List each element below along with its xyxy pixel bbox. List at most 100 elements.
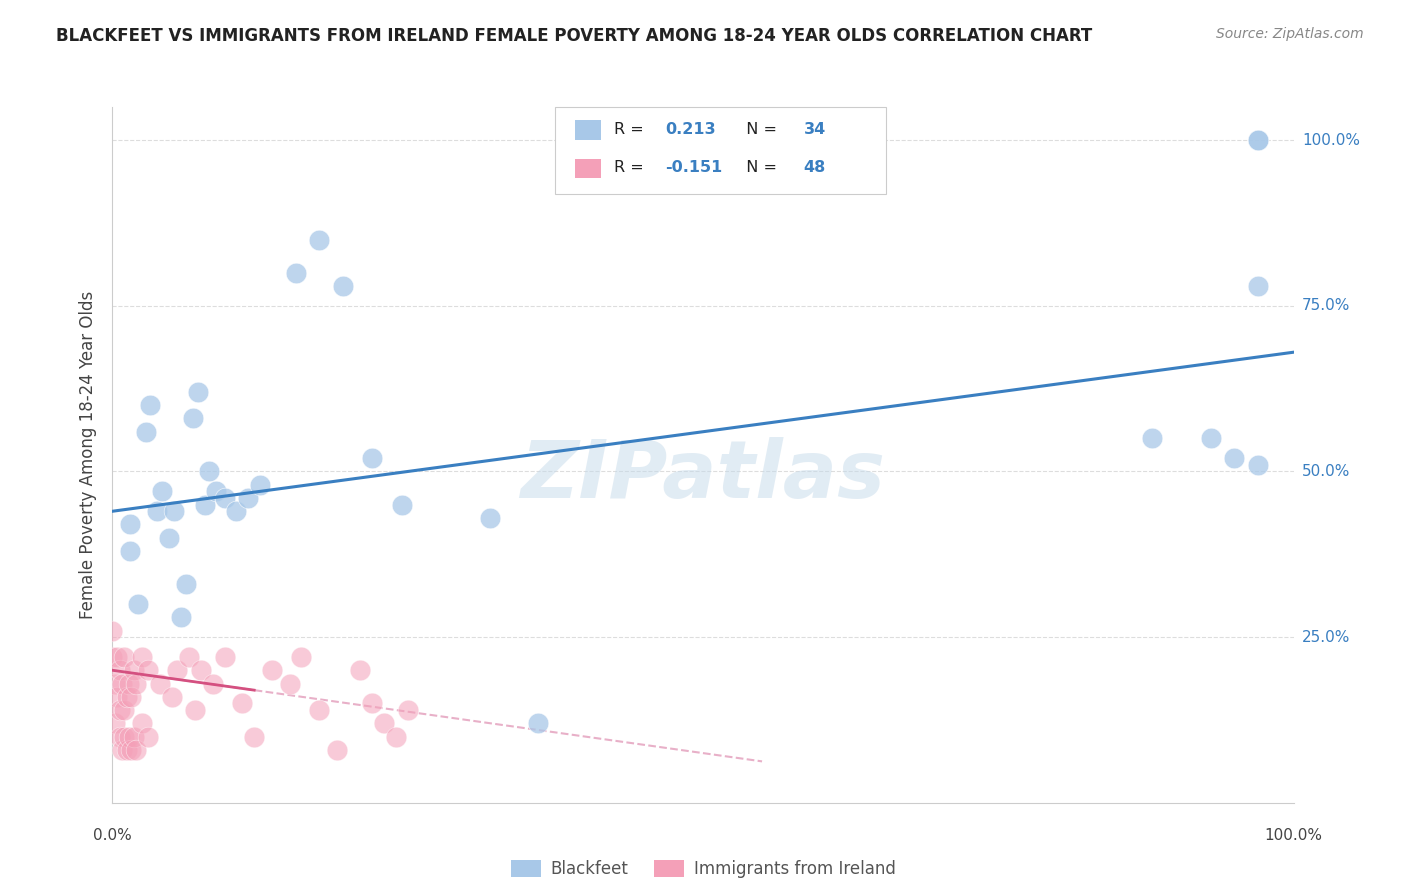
Point <box>1223 451 1246 466</box>
FancyBboxPatch shape <box>555 107 886 194</box>
Point <box>101 650 124 665</box>
Point <box>149 676 172 690</box>
Point <box>104 716 127 731</box>
Point <box>243 730 266 744</box>
Point <box>308 233 330 247</box>
Text: Source: ZipAtlas.com: Source: ZipAtlas.com <box>1216 27 1364 41</box>
Point <box>349 663 371 677</box>
Point <box>157 531 180 545</box>
Point <box>118 730 141 744</box>
Text: ZIPatlas: ZIPatlas <box>520 437 886 515</box>
Point <box>214 491 236 505</box>
Point <box>396 703 419 717</box>
Text: 25.0%: 25.0% <box>1302 630 1350 645</box>
Point <box>127 597 149 611</box>
FancyBboxPatch shape <box>575 159 602 178</box>
Point <box>122 730 145 744</box>
Point <box>174 577 197 591</box>
Point <box>205 484 228 499</box>
Point <box>108 730 131 744</box>
Text: 50.0%: 50.0% <box>1302 464 1350 479</box>
Y-axis label: Female Poverty Among 18-24 Year Olds: Female Poverty Among 18-24 Year Olds <box>79 291 97 619</box>
Point <box>326 743 349 757</box>
Point <box>101 624 124 638</box>
Point <box>201 676 224 690</box>
Point <box>526 716 548 731</box>
Point <box>120 517 142 532</box>
Text: N =: N = <box>737 160 782 175</box>
Text: R =: R = <box>614 160 650 175</box>
Point <box>111 743 134 757</box>
Point <box>231 697 253 711</box>
Point <box>125 676 148 690</box>
FancyBboxPatch shape <box>575 120 602 140</box>
Point <box>122 663 145 677</box>
Point <box>1247 133 1270 147</box>
Point <box>1247 133 1270 147</box>
Point <box>135 425 157 439</box>
Point <box>139 398 162 412</box>
Point <box>373 716 395 731</box>
Point <box>385 730 408 744</box>
Point <box>238 491 260 505</box>
Point <box>186 384 208 399</box>
Text: 100.0%: 100.0% <box>1302 133 1360 148</box>
Point <box>1247 458 1270 472</box>
Text: 75.0%: 75.0% <box>1302 298 1350 313</box>
Point <box>120 743 142 757</box>
Point <box>150 484 173 499</box>
Point <box>391 498 413 512</box>
Point <box>179 650 201 665</box>
Text: R =: R = <box>614 122 650 136</box>
Point <box>308 703 330 717</box>
Point <box>118 676 141 690</box>
Text: N =: N = <box>737 122 782 136</box>
Point <box>225 504 247 518</box>
Point <box>214 650 236 665</box>
Text: 0.213: 0.213 <box>665 122 716 136</box>
Point <box>108 663 131 677</box>
Text: -0.151: -0.151 <box>665 160 723 175</box>
Point <box>108 703 131 717</box>
Point <box>249 477 271 491</box>
Point <box>120 544 142 558</box>
Point <box>136 663 159 677</box>
Point <box>112 650 135 665</box>
Point <box>111 676 134 690</box>
Text: 0.0%: 0.0% <box>93 828 132 843</box>
Point <box>131 650 153 665</box>
Point <box>184 703 207 717</box>
Point <box>146 504 169 518</box>
Point <box>136 730 159 744</box>
Point <box>112 703 135 717</box>
Point <box>290 650 312 665</box>
Point <box>105 650 128 665</box>
Point <box>198 465 221 479</box>
Point <box>1199 431 1222 445</box>
Point <box>284 266 307 280</box>
Point <box>332 279 354 293</box>
Text: 34: 34 <box>803 122 825 136</box>
Point <box>163 504 186 518</box>
Point <box>170 610 193 624</box>
Point <box>190 663 212 677</box>
Legend: Blackfeet, Immigrants from Ireland: Blackfeet, Immigrants from Ireland <box>503 854 903 885</box>
Point <box>115 690 138 704</box>
Point <box>1247 279 1270 293</box>
Point <box>115 743 138 757</box>
Point <box>105 690 128 704</box>
Text: 100.0%: 100.0% <box>1264 828 1323 843</box>
Text: 48: 48 <box>803 160 825 175</box>
Point <box>260 663 283 677</box>
Point <box>278 676 301 690</box>
Point <box>104 676 127 690</box>
Point <box>166 663 188 677</box>
Text: BLACKFEET VS IMMIGRANTS FROM IRELAND FEMALE POVERTY AMONG 18-24 YEAR OLDS CORREL: BLACKFEET VS IMMIGRANTS FROM IRELAND FEM… <box>56 27 1092 45</box>
Point <box>125 743 148 757</box>
Point <box>120 690 142 704</box>
Point <box>181 411 204 425</box>
Point <box>160 690 183 704</box>
Point <box>194 498 217 512</box>
Point <box>361 451 384 466</box>
Point <box>1140 431 1163 445</box>
